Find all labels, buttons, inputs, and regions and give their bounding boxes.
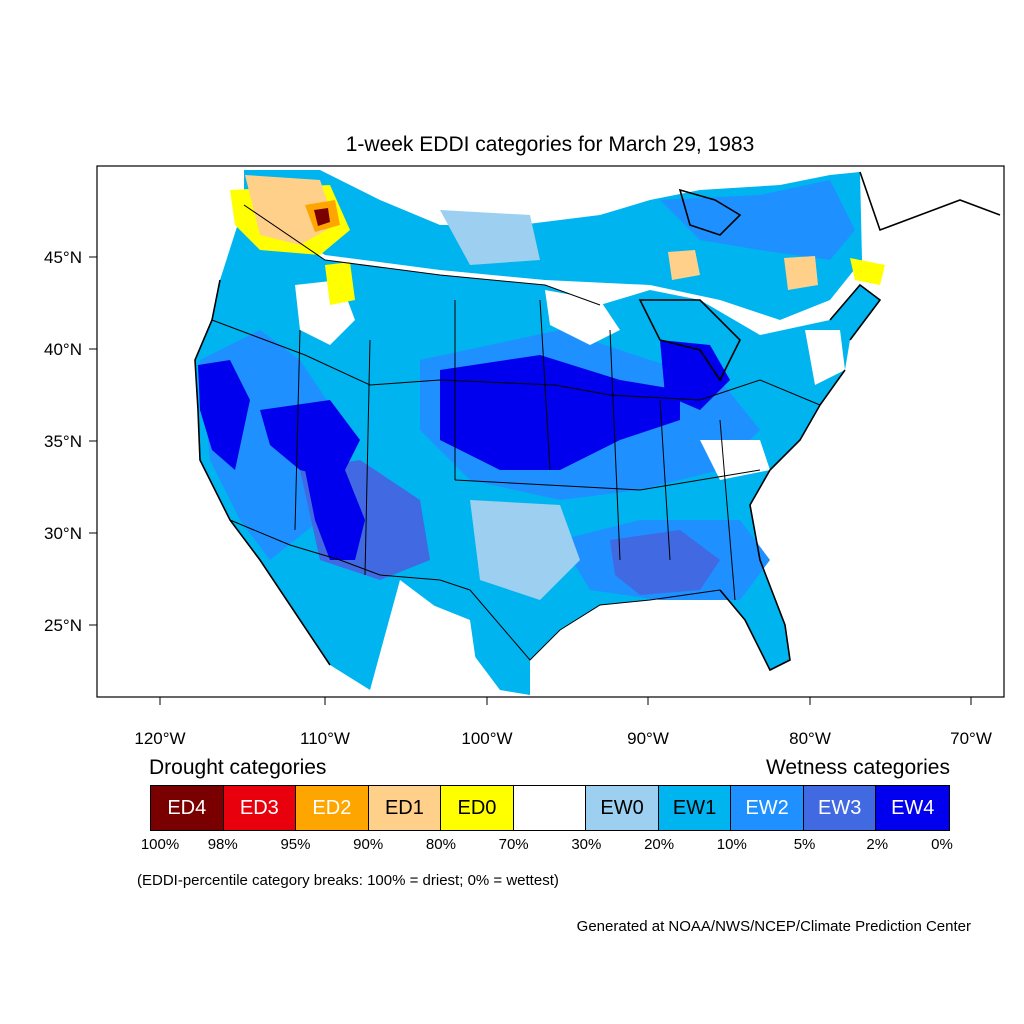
lat-label: 45°N [44,248,82,267]
break-label: 10% [716,836,747,853]
normal-north [545,290,620,345]
break-label: 70% [498,836,529,853]
legend-box: EW1 [658,786,732,830]
legend-box: ED2 [296,786,369,830]
category-legend: ED4 ED3 ED2 ED1 ED0 EW0 EW1 EW2 EW3 EW4 [150,785,950,831]
ew4-great-lakes [660,340,730,410]
ew4-central-plains [440,355,680,470]
ed4-spot [314,208,330,226]
ed1-ontario [668,250,700,280]
lat-label: 40°N [44,340,82,359]
lon-label: 90°W [627,729,669,748]
eddi-map: 45°N 40°N 35°N 30°N 25°N 120°W 110°W 100… [44,165,1005,748]
lat-label: 35°N [44,432,82,451]
drought-heading: Drought categories [149,756,327,779]
legend-box: ED4 [151,786,224,830]
break-label: 0% [931,836,953,853]
break-label: 20% [644,836,675,853]
ew4-great-basin [260,400,360,480]
map-title: 1-week EDDI categories for March 29, 198… [345,133,755,156]
lon-label: 120°W [134,729,185,748]
break-label: 90% [353,836,384,853]
legend-box: ED3 [223,786,297,830]
legend-box: EW4 [876,786,950,830]
legend-box: EW3 [803,786,877,830]
ew0-south [470,500,580,600]
break-label: 98% [207,836,238,853]
map-frame [96,165,1005,698]
ew2-canada [660,180,855,260]
ew3-southeast [610,530,720,595]
break-label: 95% [280,836,311,853]
break-label: 80% [425,836,456,853]
break-label: 5% [793,836,816,853]
lon-label: 100°W [461,729,512,748]
break-label: 30% [571,836,602,853]
ew0-canada [440,210,540,265]
normal-southwest [410,600,480,690]
lat-label: 25°N [44,616,82,635]
ed1-northwest [245,175,335,245]
ew4-four-corners [305,470,365,560]
legend-box: ED1 [368,786,442,830]
credit-line: Generated at NOAA/NWS/NCEP/Climate Predi… [576,918,971,935]
lon-label: 70°W [950,729,992,748]
ew4-west [198,360,250,470]
percentile-breaks: 100% 98% 95% 90% 80% 70% 30% 20% 10% 5% 2% 0% [0,836,1024,856]
coastline [194,171,1001,672]
legend-box: ED0 [441,786,514,830]
category-note: (EDDI-percentile category breaks: 100% =… [137,872,559,889]
break-label: 2% [866,836,889,853]
normal-northeast [805,330,845,385]
normal-east [700,440,770,480]
state-boundaries [211,204,821,661]
wetness-heading: Wetness categories [765,756,950,779]
ed1-quebec [784,256,818,290]
legend-box: EW0 [586,786,659,830]
axis-ticks [89,256,972,705]
lon-label: 80°W [789,729,831,748]
legend-box: EW2 [731,786,804,830]
ed0-idaho [325,262,355,305]
lat-label: 30°N [44,524,82,543]
legend-box [513,786,587,830]
lon-labels: 120°W 110°W 100°W 90°W 80°W 70°W [134,729,991,748]
ed0-maine [850,258,885,285]
lat-labels: 45°N 40°N 35°N 30°N 25°N [44,248,82,635]
lon-label: 110°W [300,729,350,748]
break-label: 100% [140,836,180,853]
